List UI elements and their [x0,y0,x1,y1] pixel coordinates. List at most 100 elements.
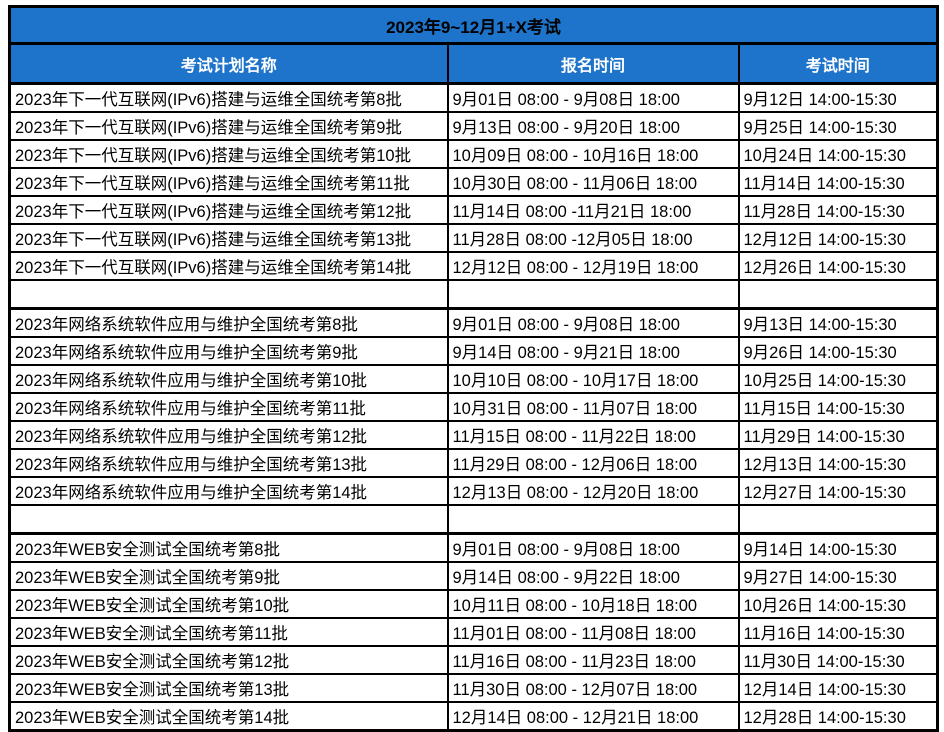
signup-time-cell: 9月01日 08:00 - 9月08日 18:00 [446,307,740,338]
signup-time-cell: 9月13日 08:00 - 9月20日 18:00 [446,111,740,141]
table-row: 2023年网络系统软件应用与维护全国统考第9批 9月14日 08:00 - 9月… [8,336,939,366]
exam-plan-name-cell: 2023年网络系统软件应用与维护全国统考第8批 [8,307,449,338]
table-row: 2023年下一代互联网(IPv6)搭建与运维全国统考第11批 10月30日 08… [8,167,939,197]
exam-plan-name-cell: 2023年WEB安全测试全国统考第11批 [8,617,449,647]
exam-plan-name-cell: 2023年下一代互联网(IPv6)搭建与运维全国统考第13批 [8,223,449,253]
exam-plan-name-cell: 2023年网络系统软件应用与维护全国统考第11批 [8,392,449,422]
exam-time-cell: 12月14日 14:00-15:30 [737,673,939,703]
exam-plan-name-cell: 2023年网络系统软件应用与维护全国统考第10批 [8,364,449,394]
table-row: 2023年下一代互联网(IPv6)搭建与运维全国统考第13批 11月28日 08… [8,223,939,253]
signup-time-cell: 10月10日 08:00 - 10月17日 18:00 [446,364,740,394]
exam-time-cell: 9月26日 14:00-15:30 [737,336,939,366]
table-row: 2023年下一代互联网(IPv6)搭建与运维全国统考第10批 10月09日 08… [8,139,939,169]
exam-schedule-table: 2023年9~12月1+X考试 考试计划名称 报名时间 考试时间 2023年下一… [8,5,939,732]
column-header-exam-time: 考试时间 [737,42,939,85]
exam-time-cell: 9月12日 14:00-15:30 [737,82,939,113]
exam-plan-name-cell: 2023年网络系统软件应用与维护全国统考第12批 [8,420,449,450]
exam-time-cell: 11月15日 14:00-15:30 [737,392,939,422]
table-row: 2023年网络系统软件应用与维护全国统考第12批 11月15日 08:00 - … [8,420,939,450]
table-row: 2023年WEB安全测试全国统考第11批 11月01日 08:00 - 11月0… [8,617,939,647]
exam-plan-name-cell [8,279,449,310]
table-row: 2023年网络系统软件应用与维护全国统考第14批 12月13日 08:00 - … [8,476,939,506]
exam-plan-name-cell: 2023年网络系统软件应用与维护全国统考第14批 [8,476,449,506]
exam-time-cell: 10月24日 14:00-15:30 [737,139,939,169]
exam-time-cell: 12月27日 14:00-15:30 [737,476,939,506]
signup-time-cell: 10月09日 08:00 - 10月16日 18:00 [446,139,740,169]
exam-plan-name-cell [8,504,449,535]
signup-time-cell: 11月15日 08:00 - 11月22日 18:00 [446,420,740,450]
exam-time-cell [737,279,939,310]
exam-plan-name-cell: 2023年下一代互联网(IPv6)搭建与运维全国统考第11批 [8,167,449,197]
table-body: 2023年下一代互联网(IPv6)搭建与运维全国统考第8批 9月01日 08:0… [8,82,939,732]
exam-plan-name-cell: 2023年下一代互联网(IPv6)搭建与运维全国统考第14批 [8,251,449,281]
table-row [8,279,939,310]
exam-time-cell: 12月28日 14:00-15:30 [737,701,939,732]
signup-time-cell: 10月31日 08:00 - 11月07日 18:00 [446,392,740,422]
table-row: 2023年下一代互联网(IPv6)搭建与运维全国统考第14批 12月12日 08… [8,251,939,281]
exam-plan-name-cell: 2023年WEB安全测试全国统考第12批 [8,645,449,675]
exam-time-cell: 10月26日 14:00-15:30 [737,589,939,619]
signup-time-cell: 9月14日 08:00 - 9月21日 18:00 [446,336,740,366]
signup-time-cell: 11月30日 08:00 - 12月07日 18:00 [446,673,740,703]
table-row: 2023年下一代互联网(IPv6)搭建与运维全国统考第12批 11月14日 08… [8,195,939,225]
signup-time-cell: 12月13日 08:00 - 12月20日 18:00 [446,476,740,506]
signup-time-cell: 11月29日 08:00 - 12月06日 18:00 [446,448,740,478]
signup-time-cell [446,279,740,310]
exam-time-cell: 12月26日 14:00-15:30 [737,251,939,281]
signup-time-cell: 10月30日 08:00 - 11月06日 18:00 [446,167,740,197]
signup-time-cell: 11月28日 08:00 -12月05日 18:00 [446,223,740,253]
table-row: 2023年WEB安全测试全国统考第12批 11月16日 08:00 - 11月2… [8,645,939,675]
exam-time-cell: 9月25日 14:00-15:30 [737,111,939,141]
signup-time-cell: 12月12日 08:00 - 12月19日 18:00 [446,251,740,281]
exam-plan-name-cell: 2023年网络系统软件应用与维护全国统考第13批 [8,448,449,478]
table-row: 2023年网络系统软件应用与维护全国统考第11批 10月31日 08:00 - … [8,392,939,422]
exam-plan-name-cell: 2023年下一代互联网(IPv6)搭建与运维全国统考第10批 [8,139,449,169]
table-row: 2023年网络系统软件应用与维护全国统考第13批 11月29日 08:00 - … [8,448,939,478]
exam-time-cell: 11月14日 14:00-15:30 [737,167,939,197]
table-row: 2023年WEB安全测试全国统考第14批 12月14日 08:00 - 12月2… [8,701,939,732]
exam-time-cell: 9月27日 14:00-15:30 [737,561,939,591]
signup-time-cell: 12月14日 08:00 - 12月21日 18:00 [446,701,740,732]
exam-time-cell: 12月12日 14:00-15:30 [737,223,939,253]
table-row: 2023年下一代互联网(IPv6)搭建与运维全国统考第8批 9月01日 08:0… [8,82,939,113]
signup-time-cell: 10月11日 08:00 - 10月18日 18:00 [446,589,740,619]
signup-time-cell: 11月01日 08:00 - 11月08日 18:00 [446,617,740,647]
signup-time-cell: 9月01日 08:00 - 9月08日 18:00 [446,532,740,563]
exam-plan-name-cell: 2023年WEB安全测试全国统考第13批 [8,673,449,703]
table-header-row: 考试计划名称 报名时间 考试时间 [8,42,939,85]
column-header-signup-time: 报名时间 [446,42,740,85]
table-row: 2023年WEB安全测试全国统考第13批 11月30日 08:00 - 12月0… [8,673,939,703]
table-title-row: 2023年9~12月1+X考试 [8,5,939,45]
signup-time-cell [446,504,740,535]
exam-time-cell: 11月30日 14:00-15:30 [737,645,939,675]
exam-time-cell: 11月16日 14:00-15:30 [737,617,939,647]
signup-time-cell: 9月01日 08:00 - 9月08日 18:00 [446,82,740,113]
table-row: 2023年WEB安全测试全国统考第9批 9月14日 08:00 - 9月22日 … [8,561,939,591]
table-row: 2023年WEB安全测试全国统考第8批 9月01日 08:00 - 9月08日 … [8,532,939,563]
table-row [8,504,939,535]
exam-plan-name-cell: 2023年下一代互联网(IPv6)搭建与运维全国统考第9批 [8,111,449,141]
table-title: 2023年9~12月1+X考试 [8,5,939,45]
signup-time-cell: 9月14日 08:00 - 9月22日 18:00 [446,561,740,591]
exam-time-cell [737,504,939,535]
table-row: 2023年网络系统软件应用与维护全国统考第10批 10月10日 08:00 - … [8,364,939,394]
exam-plan-name-cell: 2023年网络系统软件应用与维护全国统考第9批 [8,336,449,366]
table-row: 2023年WEB安全测试全国统考第10批 10月11日 08:00 - 10月1… [8,589,939,619]
exam-time-cell: 10月25日 14:00-15:30 [737,364,939,394]
exam-plan-name-cell: 2023年下一代互联网(IPv6)搭建与运维全国统考第8批 [8,82,449,113]
exam-plan-name-cell: 2023年WEB安全测试全国统考第10批 [8,589,449,619]
exam-plan-name-cell: 2023年WEB安全测试全国统考第14批 [8,701,449,732]
table-row: 2023年网络系统软件应用与维护全国统考第8批 9月01日 08:00 - 9月… [8,307,939,338]
signup-time-cell: 11月14日 08:00 -11月21日 18:00 [446,195,740,225]
exam-time-cell: 9月13日 14:00-15:30 [737,307,939,338]
signup-time-cell: 11月16日 08:00 - 11月23日 18:00 [446,645,740,675]
exam-plan-name-cell: 2023年WEB安全测试全国统考第8批 [8,532,449,563]
table-row: 2023年下一代互联网(IPv6)搭建与运维全国统考第9批 9月13日 08:0… [8,111,939,141]
exam-plan-name-cell: 2023年WEB安全测试全国统考第9批 [8,561,449,591]
exam-time-cell: 12月13日 14:00-15:30 [737,448,939,478]
exam-time-cell: 9月14日 14:00-15:30 [737,532,939,563]
exam-time-cell: 11月28日 14:00-15:30 [737,195,939,225]
exam-plan-name-cell: 2023年下一代互联网(IPv6)搭建与运维全国统考第12批 [8,195,449,225]
exam-time-cell: 11月29日 14:00-15:30 [737,420,939,450]
